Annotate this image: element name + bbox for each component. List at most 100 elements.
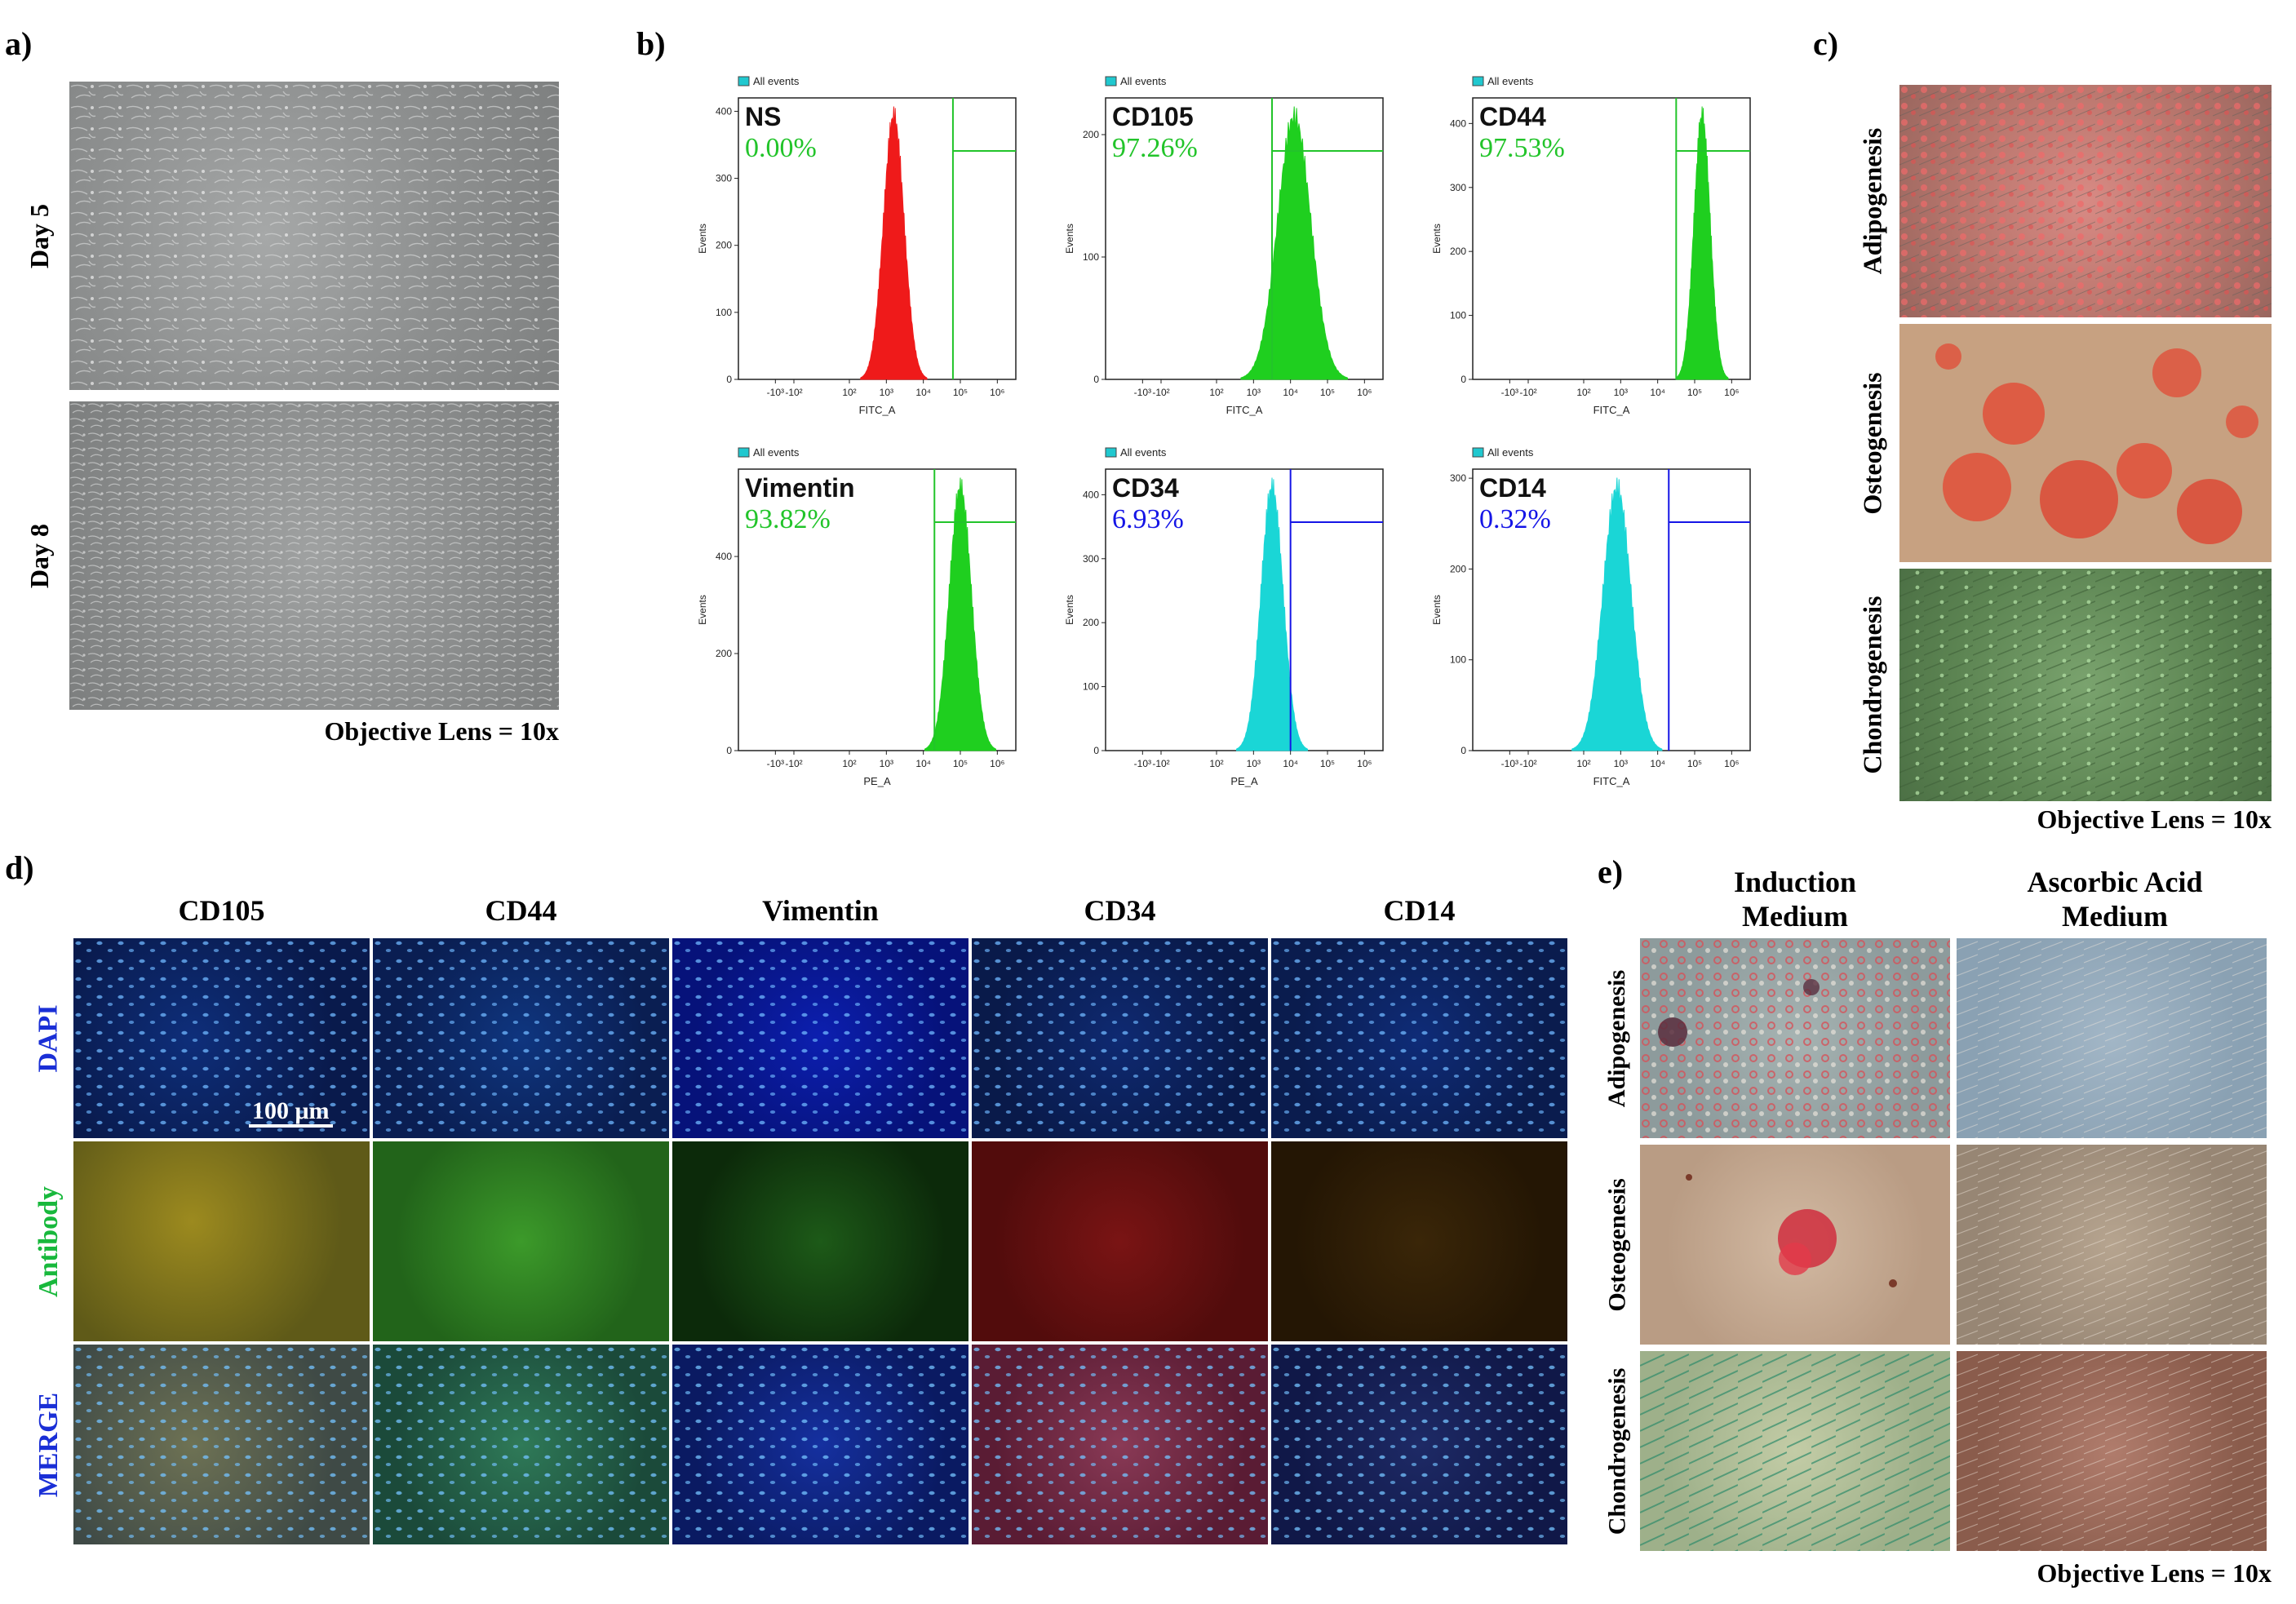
column-header-cd44: CD44 — [485, 894, 557, 927]
e-row-label-osteogenesis: Osteogenesis — [1595, 1145, 1640, 1345]
panel-a-footer: Objective Lens = 10x — [324, 716, 559, 746]
y-tick-label: 0 — [726, 374, 732, 385]
legend-swatch — [738, 76, 750, 86]
if-image-antibody-cd44 — [373, 1141, 669, 1341]
micrograph-texture — [1640, 1351, 1950, 1551]
x-tick-label: 10³ — [1247, 387, 1261, 398]
histogram-fill — [860, 106, 928, 380]
legend-swatch — [1105, 447, 1117, 458]
x-tick-label: 10⁵ — [953, 387, 968, 398]
chondrogenesis-stain-image — [1899, 569, 2272, 801]
y-tick-label: 200 — [1083, 617, 1099, 628]
y-tick-label: 0 — [1093, 374, 1099, 385]
y-tick-label: 300 — [1450, 182, 1466, 193]
e-image-adipogenesis-induction — [1640, 938, 1950, 1138]
adipogenesis-stain-image — [1899, 85, 2272, 317]
y-tick-label: 300 — [1083, 553, 1099, 565]
if-image-antibody-cd14 — [1271, 1141, 1567, 1341]
x-tick-label: 10⁵ — [953, 758, 968, 769]
x-tick-label: 10² — [1209, 387, 1223, 398]
y-axis-label: Events — [1431, 595, 1443, 625]
x-tick-label: -10² — [1519, 387, 1536, 398]
if-image-antibody-cd34 — [972, 1141, 1268, 1341]
e-row-label-adipogenesis: Adipogenesis — [1595, 938, 1640, 1138]
y-axis-label: Events — [1431, 224, 1443, 254]
y-tick-label: 0 — [1460, 374, 1466, 385]
x-tick-label: 10⁴ — [915, 387, 931, 398]
x-tick-label: 10⁵ — [1687, 758, 1702, 769]
x-tick-label: -10² — [785, 387, 802, 398]
histogram-fill — [1675, 106, 1729, 380]
if-image-merge-cd44 — [373, 1345, 669, 1544]
cell-texture — [69, 82, 559, 390]
y-tick-label: 300 — [716, 173, 732, 184]
e-image-osteogenesis-induction — [1640, 1145, 1950, 1345]
nuclei-texture — [373, 1345, 669, 1544]
x-tick-label: 10⁶ — [1724, 758, 1739, 769]
x-tick-label: 10² — [842, 758, 856, 769]
y-axis-label: Events — [697, 224, 708, 254]
nuclei-texture — [73, 1345, 370, 1544]
column-header-cd14: CD14 — [1383, 894, 1456, 927]
nuclei-texture — [672, 938, 968, 1138]
panel-a-letter: a) — [5, 25, 33, 62]
marker-label: CD14 — [1479, 473, 1546, 503]
percent-label: 6.93% — [1112, 504, 1184, 534]
x-tick-label: 10² — [1576, 387, 1590, 398]
nuclei-texture — [373, 938, 669, 1138]
nuclei-texture — [972, 1345, 1268, 1544]
marker-label: CD105 — [1112, 102, 1194, 131]
x-tick-label: 10² — [842, 387, 856, 398]
if-image-merge-vimentin — [672, 1345, 968, 1544]
immunofluorescence-grid: CD105 CD44 Vimentin CD34 CD14 DAPI Antibody MER… — [33, 894, 1567, 1544]
stain-texture — [1935, 343, 2258, 544]
x-tick-label: 10³ — [880, 387, 893, 398]
y-tick-label: 300 — [1450, 472, 1466, 484]
e-image-chondrogenesis-ascorbic — [1957, 1351, 2267, 1551]
x-tick-label: -10³ — [767, 758, 784, 769]
e-image-chondrogenesis-induction — [1640, 1351, 1950, 1551]
x-tick-label: 10⁶ — [1724, 387, 1739, 398]
y-tick-label: 0 — [1460, 745, 1466, 756]
legend-label: All events — [1120, 75, 1167, 87]
x-tick-label: 10⁵ — [1320, 758, 1335, 769]
y-tick-label: 400 — [716, 105, 732, 117]
x-tick-label: 10⁶ — [1357, 387, 1372, 398]
legend-label: All events — [1487, 446, 1534, 459]
e-image-osteogenesis-ascorbic — [1957, 1145, 2267, 1345]
x-axis-label: FITC_A — [1593, 404, 1630, 416]
legend-swatch — [738, 447, 750, 458]
x-tick-label: 10³ — [1614, 758, 1628, 769]
x-axis-label: FITC_A — [859, 404, 896, 416]
panel-d-letter: d) — [5, 849, 34, 886]
x-tick-label: -10³ — [1501, 387, 1518, 398]
histogram-fill — [1571, 477, 1663, 751]
nuclei-texture — [672, 1345, 968, 1544]
scale-bar: 100 μm — [249, 1098, 333, 1128]
y-tick-label: 100 — [1450, 310, 1466, 321]
panel-e-footer: Objective Lens = 10x — [2037, 1558, 2272, 1588]
flow-cytometry-grid: All events NS0.00% 0 100 200 300 400 Events -10³… — [697, 75, 1751, 787]
x-axis-label: FITC_A — [1226, 404, 1263, 416]
row-label-text: Adipogenesis — [1603, 969, 1631, 1107]
x-axis-label: PE_A — [863, 775, 891, 787]
y-tick-label: 200 — [716, 648, 732, 659]
percent-label: 97.26% — [1112, 133, 1198, 163]
legend-swatch — [1472, 447, 1484, 458]
nuclei-texture — [1271, 1345, 1567, 1544]
x-tick-label: 10⁶ — [990, 758, 1004, 769]
nuclei-texture — [1271, 938, 1567, 1138]
cell-texture — [69, 401, 559, 710]
percent-label: 0.32% — [1479, 504, 1551, 534]
percent-label: 0.00% — [745, 133, 817, 163]
y-axis-label: Events — [1064, 224, 1075, 254]
marker-label: CD44 — [1479, 102, 1546, 131]
x-tick-label: 10⁶ — [990, 387, 1004, 398]
y-tick-label: 0 — [726, 745, 732, 756]
e-row-label-chondrogenesis: Chondrogenesis — [1595, 1351, 1640, 1551]
if-image-dapi-cd34 — [972, 938, 1268, 1138]
micrograph-texture — [1957, 1145, 2267, 1345]
y-tick-label: 400 — [1450, 117, 1466, 129]
